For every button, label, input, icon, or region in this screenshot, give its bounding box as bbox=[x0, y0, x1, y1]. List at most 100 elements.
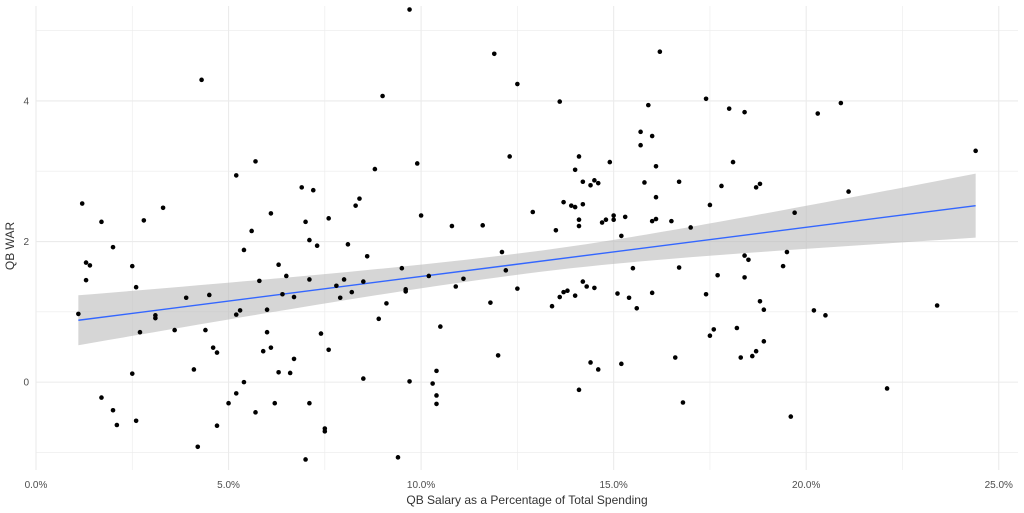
y-tick-labels: 0 2 4 bbox=[23, 96, 29, 388]
data-point bbox=[141, 218, 147, 223]
data-point bbox=[934, 303, 940, 308]
data-point bbox=[595, 367, 601, 372]
data-point bbox=[430, 381, 435, 386]
data-point bbox=[603, 217, 609, 223]
data-point bbox=[407, 7, 412, 12]
data-point bbox=[376, 316, 382, 322]
data-point bbox=[249, 228, 254, 234]
y-tick-label: 4 bbox=[23, 96, 29, 107]
data-point bbox=[395, 455, 401, 460]
data-point bbox=[307, 400, 312, 406]
data-point bbox=[719, 183, 724, 189]
data-point bbox=[418, 213, 424, 218]
data-point bbox=[210, 345, 216, 350]
data-point bbox=[599, 220, 605, 225]
data-point bbox=[99, 219, 104, 225]
data-point bbox=[753, 185, 759, 190]
data-point bbox=[380, 93, 385, 99]
data-point bbox=[568, 203, 574, 208]
data-point bbox=[303, 457, 308, 462]
y-tick-label: 0 bbox=[23, 378, 29, 389]
data-point bbox=[361, 279, 366, 284]
data-point bbox=[353, 203, 358, 208]
data-point bbox=[160, 205, 166, 211]
data-point bbox=[588, 360, 593, 365]
data-point bbox=[576, 154, 582, 159]
data-point bbox=[669, 218, 674, 224]
data-point bbox=[357, 196, 362, 201]
data-point bbox=[711, 327, 717, 332]
data-point bbox=[973, 148, 978, 154]
data-point bbox=[703, 96, 709, 102]
data-point bbox=[110, 407, 116, 413]
data-point bbox=[884, 386, 890, 391]
data-point bbox=[588, 182, 593, 188]
data-point bbox=[403, 289, 408, 294]
data-point bbox=[649, 218, 655, 224]
data-point bbox=[310, 187, 316, 193]
data-point bbox=[707, 333, 713, 339]
data-point bbox=[734, 325, 740, 331]
y-tick-label: 2 bbox=[23, 237, 29, 248]
data-point bbox=[653, 163, 659, 169]
data-point bbox=[434, 368, 439, 374]
data-point bbox=[657, 49, 663, 54]
data-point bbox=[499, 249, 505, 255]
data-point bbox=[83, 260, 89, 265]
data-point bbox=[630, 265, 636, 271]
data-point bbox=[272, 400, 278, 406]
data-point bbox=[715, 272, 720, 278]
data-point bbox=[214, 423, 220, 429]
data-point bbox=[730, 159, 736, 165]
data-point bbox=[426, 273, 432, 279]
confidence-band bbox=[78, 173, 976, 346]
data-point bbox=[757, 181, 763, 187]
data-point bbox=[414, 161, 420, 166]
data-point bbox=[676, 179, 682, 185]
data-point bbox=[114, 422, 120, 428]
data-point bbox=[557, 294, 563, 300]
data-points bbox=[76, 7, 978, 462]
data-point bbox=[345, 242, 351, 247]
data-point bbox=[287, 370, 293, 376]
data-point bbox=[576, 387, 582, 393]
data-point bbox=[253, 410, 258, 415]
data-point bbox=[318, 331, 324, 336]
data-point bbox=[572, 293, 578, 298]
data-point bbox=[349, 289, 355, 295]
data-point bbox=[823, 313, 828, 318]
data-point bbox=[815, 111, 821, 116]
data-point bbox=[364, 253, 370, 259]
data-point bbox=[268, 345, 274, 350]
data-point bbox=[753, 348, 759, 354]
data-point bbox=[576, 223, 582, 229]
x-tick-label: 0.0% bbox=[25, 480, 48, 491]
data-point bbox=[580, 201, 586, 207]
data-point bbox=[361, 376, 366, 381]
data-point bbox=[676, 265, 682, 270]
data-point bbox=[649, 290, 655, 296]
data-point bbox=[811, 308, 817, 313]
data-point bbox=[607, 159, 613, 165]
x-tick-labels: 0.0% 5.0% 10.0% 15.0% 20.0% 25.0% bbox=[25, 480, 1013, 491]
x-axis-title: QB Salary as a Percentage of Total Spend… bbox=[406, 493, 647, 507]
data-point bbox=[399, 265, 405, 271]
data-point bbox=[553, 227, 559, 233]
data-point bbox=[191, 367, 197, 372]
data-point bbox=[461, 276, 466, 282]
data-point bbox=[780, 263, 786, 269]
data-point bbox=[615, 291, 620, 296]
data-point bbox=[572, 204, 578, 210]
x-tick-label: 20.0% bbox=[792, 480, 820, 491]
data-point bbox=[480, 223, 486, 228]
data-point bbox=[653, 216, 659, 222]
data-point bbox=[434, 401, 439, 407]
data-point bbox=[738, 355, 744, 360]
data-point bbox=[314, 243, 320, 249]
data-point bbox=[326, 216, 331, 221]
data-point bbox=[241, 379, 247, 385]
data-point bbox=[838, 100, 844, 106]
data-point bbox=[638, 129, 643, 135]
x-tick-label: 15.0% bbox=[599, 480, 627, 491]
data-point bbox=[268, 211, 274, 216]
